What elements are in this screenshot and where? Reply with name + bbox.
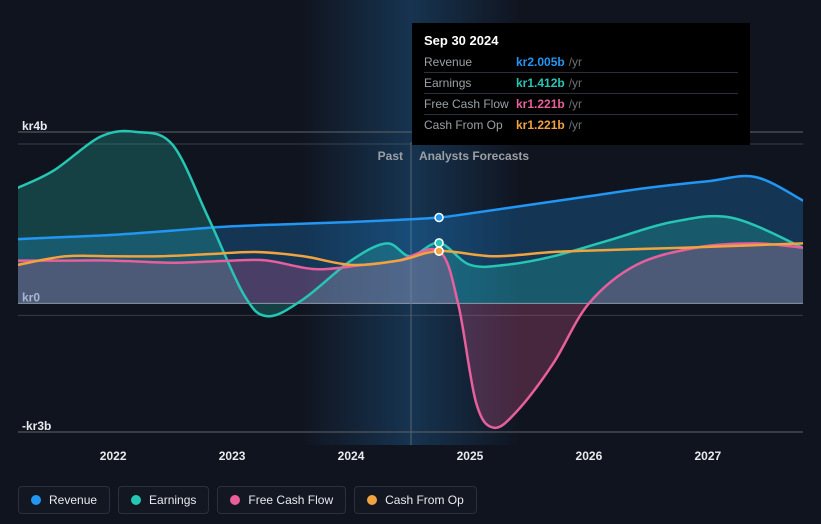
svg-text:Analysts Forecasts: Analysts Forecasts	[419, 149, 529, 163]
marker-cfo	[435, 247, 443, 255]
marker-earnings	[435, 239, 443, 247]
tooltip: Sep 30 2024 Revenuekr2.005b/yrEarningskr…	[412, 23, 750, 145]
tooltip-row-unit: /yr	[569, 55, 582, 69]
legend-swatch	[230, 495, 240, 505]
legend-swatch	[31, 495, 41, 505]
tooltip-row-value: kr1.221b	[516, 118, 565, 132]
legend-swatch	[367, 495, 377, 505]
legend-swatch	[131, 495, 141, 505]
marker-revenue	[435, 214, 443, 222]
legend-label: Cash From Op	[385, 493, 464, 507]
tooltip-row: Earningskr1.412b/yr	[424, 73, 738, 94]
tooltip-row-label: Revenue	[424, 55, 516, 69]
tooltip-row: Cash From Opkr1.221b/yr	[424, 115, 738, 135]
legend-label: Earnings	[149, 493, 196, 507]
legend-item-earnings[interactable]: Earnings	[118, 486, 209, 514]
legend-item-free-cash-flow[interactable]: Free Cash Flow	[217, 486, 346, 514]
tooltip-row: Revenuekr2.005b/yr	[424, 52, 738, 73]
tooltip-row-unit: /yr	[569, 97, 582, 111]
legend-label: Free Cash Flow	[248, 493, 333, 507]
tooltip-row-label: Earnings	[424, 76, 516, 90]
tooltip-row-value: kr1.412b	[516, 76, 565, 90]
svg-text:-kr3b: -kr3b	[22, 419, 51, 433]
tooltip-row: Free Cash Flowkr1.221b/yr	[424, 94, 738, 115]
svg-text:2024: 2024	[338, 449, 365, 463]
svg-text:2023: 2023	[219, 449, 246, 463]
svg-text:2022: 2022	[100, 449, 127, 463]
tooltip-row-value: kr1.221b	[516, 97, 565, 111]
svg-text:kr4b: kr4b	[22, 119, 47, 133]
tooltip-row-value: kr2.005b	[516, 55, 565, 69]
legend-label: Revenue	[49, 493, 97, 507]
tooltip-row-label: Free Cash Flow	[424, 97, 516, 111]
legend-item-revenue[interactable]: Revenue	[18, 486, 110, 514]
svg-text:2026: 2026	[576, 449, 603, 463]
tooltip-row-label: Cash From Op	[424, 118, 516, 132]
svg-text:2025: 2025	[457, 449, 484, 463]
tooltip-row-unit: /yr	[569, 76, 582, 90]
legend-item-cash-from-op[interactable]: Cash From Op	[354, 486, 477, 514]
tooltip-title: Sep 30 2024	[424, 33, 738, 48]
svg-text:2027: 2027	[694, 449, 721, 463]
legend: Revenue Earnings Free Cash Flow Cash From O…	[18, 486, 477, 514]
tooltip-row-unit: /yr	[569, 118, 582, 132]
svg-text:Past: Past	[378, 149, 403, 163]
